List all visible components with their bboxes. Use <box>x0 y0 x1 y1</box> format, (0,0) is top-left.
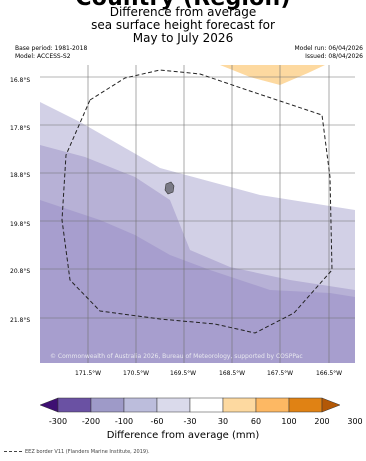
colorbar-tick-label: 30 <box>217 417 229 426</box>
title-line-1: Difference from average <box>109 5 257 19</box>
colorbar-tick-label: -300 <box>48 417 68 426</box>
colorbar-cell <box>222 397 257 413</box>
lat-label: 21.8°S <box>10 317 31 324</box>
colorbar-tick-label: 200 <box>314 417 330 426</box>
footer-legend: EEZ border V11 (Flanders Marine Institut… <box>4 449 150 455</box>
lon-label: 169.5°W <box>170 370 197 377</box>
base-period: Base period: 1981-2018 <box>15 45 88 52</box>
issued-date: Issued: 08/04/2026 <box>305 53 363 60</box>
map-panel: © Commonwealth of Australia 2026, Bureau… <box>40 65 355 363</box>
colorbar-cell <box>189 397 224 413</box>
eez-border <box>61 69 333 334</box>
title-line-2: sea surface height forecast for <box>91 18 275 32</box>
colorbar-tick-label: -200 <box>81 417 101 426</box>
island <box>164 181 175 195</box>
lat-label: 17.8°S <box>10 125 31 132</box>
lon-label: 167.5°W <box>267 370 294 377</box>
lat-label: 19.8°S <box>10 221 31 228</box>
dark-lavender-region <box>40 200 355 363</box>
lat-label: 18.8°S <box>10 172 31 179</box>
title-line-3: May to July 2026 <box>132 31 234 45</box>
lat-label: 20.8°S <box>10 268 31 275</box>
colorbar-arrow-low <box>40 397 59 413</box>
colorbar <box>40 397 340 413</box>
colorbar-cell <box>57 397 92 413</box>
colorbar-title: Difference from average (mm) <box>106 430 260 441</box>
colorbar-cell <box>156 397 191 413</box>
graticule <box>40 65 355 363</box>
colorbar-tick-label: 60 <box>250 417 262 426</box>
lon-label: 166.5°W <box>316 370 343 377</box>
dashed-line-icon <box>4 451 22 452</box>
model-run: Model run: 06/04/2026 <box>294 45 363 52</box>
colorbar-tick-label: -100 <box>114 417 134 426</box>
colorbar-cell <box>288 397 323 413</box>
lon-label: 170.5°W <box>123 370 150 377</box>
lon-label: 171.5°W <box>75 370 102 377</box>
colorbar-cell <box>123 397 158 413</box>
colorbar-arrow-high <box>321 397 340 413</box>
map-credit: © Commonwealth of Australia 2026, Bureau… <box>50 353 303 360</box>
colorbar-cell <box>255 397 290 413</box>
model-name: Model: ACCESS-S2 <box>15 53 71 60</box>
region-title: Country (Region) <box>0 0 366 11</box>
colorbar-tick-label: 100 <box>281 417 297 426</box>
footer-legend-text: EEZ border V11 (Flanders Marine Institut… <box>25 449 150 455</box>
sea-level-map <box>40 65 355 363</box>
colorbar-cells <box>40 397 340 413</box>
lat-label: 16.8°S <box>10 77 31 84</box>
colorbar-cell <box>90 397 125 413</box>
colorbar-tick-label: 300 <box>347 417 363 426</box>
colorbar-tick-label: -60 <box>150 417 164 426</box>
colorbar-tick-label: -30 <box>183 417 197 426</box>
lon-label: 168.5°W <box>219 370 246 377</box>
peach-region <box>220 65 325 85</box>
